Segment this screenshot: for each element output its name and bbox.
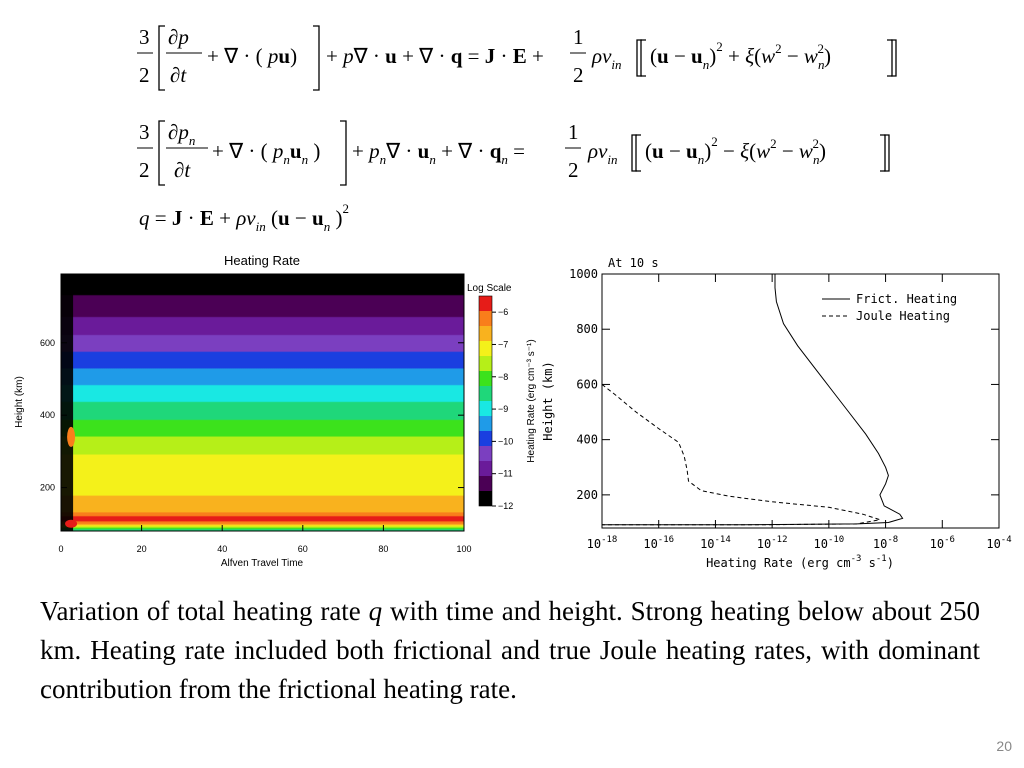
svg-text:2: 2	[139, 63, 150, 87]
line-x-tick-label: 10-4	[986, 535, 1011, 551]
legend-label-joule: Joule Heating	[856, 309, 950, 323]
line-x-tick-label: 10-8	[873, 535, 898, 551]
colorbar-tick-label: −7	[498, 339, 508, 349]
line-y-tick-label: 1000	[569, 267, 598, 281]
line-x-tick-label: 10-6	[930, 535, 955, 551]
heatmap-y-tick-label: 400	[40, 410, 55, 420]
equation-3: q = J · E + ρνin (u − un )2	[139, 201, 349, 234]
heatmap-x-tick-label: 60	[298, 544, 308, 554]
heatmap-x-tick-label: 0	[58, 544, 63, 554]
svg-text:3: 3	[139, 25, 150, 49]
heatmap-y-label: Height (km)	[14, 376, 25, 428]
svg-text:ρνin: ρνin	[587, 139, 618, 167]
line-chart-x-ticks: 10-18 10-16 10-14 10-12 10-10 10-8 10-6 10-4	[587, 274, 1012, 551]
line-y-tick-label: 400	[576, 433, 598, 447]
line-chart-title: At 10 s	[608, 256, 659, 270]
line-x-tick-label: 10-16	[643, 535, 674, 551]
heatmap-frame	[60, 273, 465, 532]
colorbar-title: Log Scale	[467, 283, 512, 294]
heatmap-x-tick-label: 80	[378, 544, 388, 554]
colorbar-tick-label: −6	[498, 307, 508, 317]
heatmap-x-tick-label: 100	[456, 544, 471, 554]
series-joule-heating	[601, 384, 881, 526]
svg-text:(u − un)2 + ξ(w2 − wn2): (u − un)2 + ξ(w2 − wn2)	[650, 39, 831, 72]
svg-text:2: 2	[139, 158, 150, 182]
colorbar-label: Heating Rate (erg cm⁻³ s⁻¹)	[526, 339, 537, 462]
line-x-tick-label: 10-18	[587, 535, 618, 551]
line-x-tick-label: 10-10	[813, 535, 844, 551]
svg-text:1: 1	[573, 25, 584, 49]
heatmap-transient-core	[65, 519, 78, 528]
colorbar-ticks: −6 −7 −8 −9 −10 −11 −12	[492, 307, 513, 511]
line-y-tick-label: 200	[576, 488, 598, 502]
line-chart: At 10 s 10-18 10-16 10-14 10-12 10-10 10-8 10-…	[541, 256, 1012, 570]
colorbar	[478, 295, 493, 507]
colorbar-tick-label: −10	[498, 436, 513, 446]
svg-text:∂t: ∂t	[174, 158, 191, 182]
svg-text:∂p: ∂p	[168, 25, 189, 49]
heatmap-transient-blob	[67, 426, 76, 447]
line-y-tick-label: 600	[576, 377, 598, 391]
caption-text-2: with time and height. Strong heating bel…	[40, 596, 980, 704]
heatmap-y-tick-label: 600	[40, 338, 55, 348]
heatmap-x-ticks: 0 20 40 60 80 100	[58, 274, 472, 554]
caption-text-1: Variation of total heating rate	[40, 596, 369, 626]
colorbar-tick-label: −11	[498, 469, 513, 479]
colorbar-tick-label: −9	[498, 404, 508, 414]
heatmap-chart: Heating Rate 0 20 40 60 80 100 200 400 600 Alfv…	[14, 253, 537, 569]
svg-text:2: 2	[573, 63, 584, 87]
caption-symbol-q: q	[368, 596, 383, 626]
equation-1: 3 2 ∂p ∂t + ∇ · ( pu) + p∇ · u + ∇ · q = …	[137, 25, 897, 91]
plots-area: Heating Rate 0 20 40 60 80 100 200 400 600 Alfv…	[14, 253, 1012, 570]
heatmap-transient-edge	[61, 274, 74, 531]
heatmap-image	[61, 274, 464, 531]
heatmap-y-tick-label: 200	[40, 483, 55, 493]
line-y-tick-label: 800	[576, 322, 598, 336]
svg-text:∂t: ∂t	[170, 63, 187, 87]
heatmap-x-label: Alfven Travel Time	[221, 558, 304, 569]
svg-text:3: 3	[139, 120, 150, 144]
svg-text:1: 1	[568, 120, 579, 144]
line-x-tick-label: 10-12	[757, 535, 788, 551]
svg-text:+ p∇ · u + ∇ · q = J · E +: + p∇ · u + ∇ · q = J · E +	[326, 44, 544, 68]
line-chart-y-ticks: 200 400 600 800 1000	[569, 267, 999, 502]
line-x-tick-label: 10-14	[700, 535, 731, 551]
series-frict-heating	[602, 274, 904, 526]
heatmap-title: Heating Rate	[224, 253, 300, 268]
heatmap-y-ticks: 200 400 600	[40, 338, 464, 493]
equations-block: 3 2 ∂p ∂t + ∇ · ( pu) + p∇ · u + ∇ · q = …	[137, 25, 897, 234]
line-chart-legend: Frict. Heating Joule Heating	[822, 292, 957, 323]
line-chart-x-label: Heating Rate (erg cm-3 s-1)	[706, 554, 894, 570]
line-chart-y-label: Height (km)	[541, 361, 555, 440]
colorbar-tick-label: −12	[498, 501, 513, 511]
svg-text:+ ∇ · ( pu): + ∇ · ( pu)	[207, 44, 297, 68]
slide-caption: Variation of total heating rate q with t…	[40, 592, 980, 709]
svg-text:ρνin: ρνin	[591, 44, 622, 72]
colorbar-tick-label: −8	[498, 372, 508, 382]
legend-label-frict: Frict. Heating	[856, 292, 957, 306]
svg-text:(u − un)2 − ξ(w2 − wn2): (u − un)2 − ξ(w2 − wn2)	[645, 134, 826, 167]
page-number: 20	[996, 738, 1012, 754]
svg-text:2: 2	[568, 158, 579, 182]
heatmap-x-tick-label: 40	[217, 544, 227, 554]
heatmap-x-tick-label: 20	[137, 544, 147, 554]
line-chart-frame	[601, 273, 1000, 529]
svg-text:q = J · E + ρνin (u − un )2: q = J · E + ρνin (u − un )2	[139, 201, 349, 234]
svg-text:+ ∇ · ( pnun ): + ∇ · ( pnun )	[212, 139, 320, 167]
